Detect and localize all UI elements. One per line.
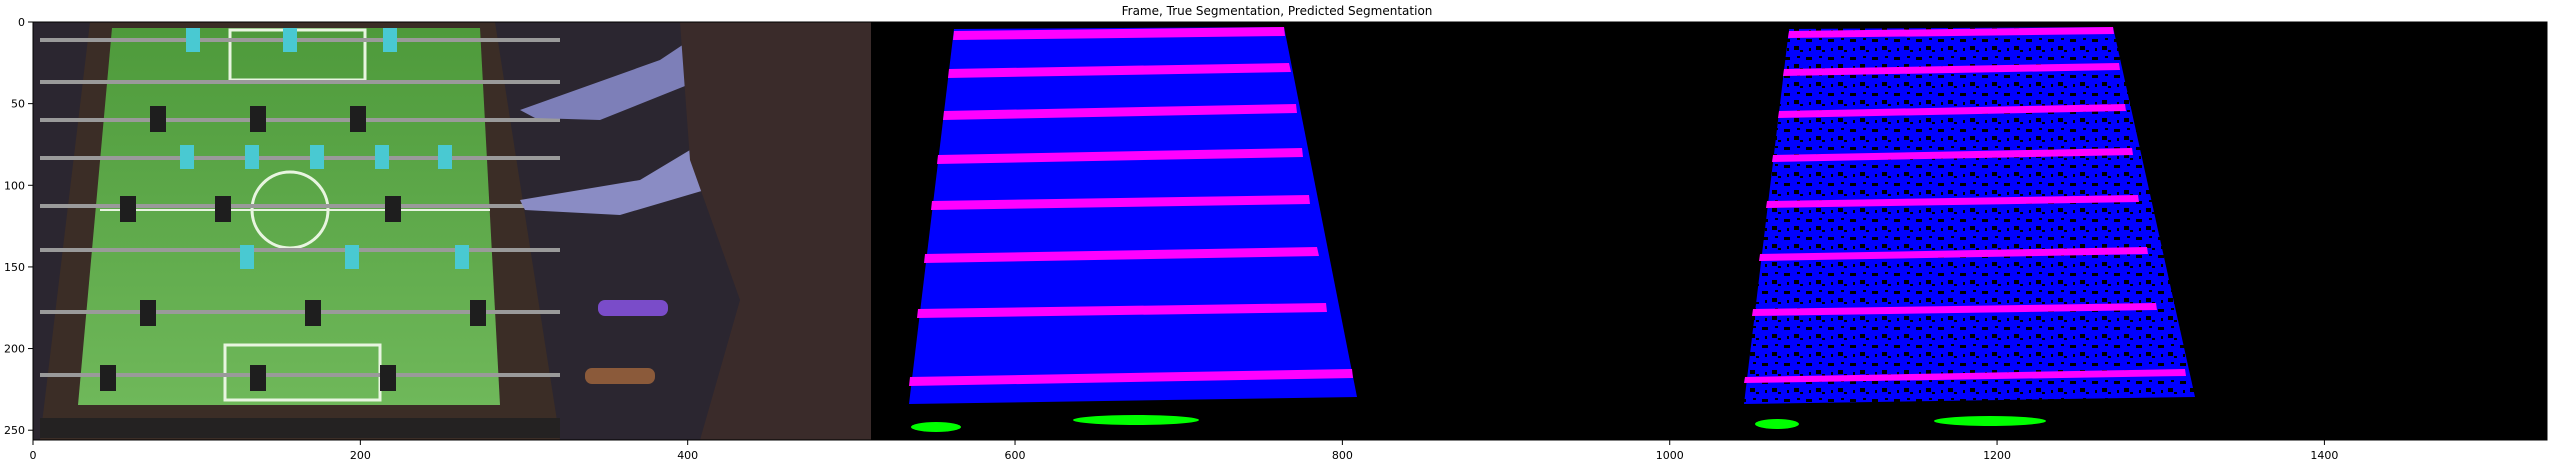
x-tick-label: 0 bbox=[30, 449, 37, 462]
x-tick-label: 400 bbox=[677, 449, 698, 462]
x-tick-label: 800 bbox=[1332, 449, 1353, 462]
x-tick-label: 200 bbox=[350, 449, 371, 462]
x-tick-label: 600 bbox=[1005, 449, 1026, 462]
x-tick-label: 1000 bbox=[1656, 449, 1684, 462]
x-tick-label: 1200 bbox=[1983, 449, 2011, 462]
figure-title: Frame, True Segmentation, Predicted Segm… bbox=[1121, 4, 1433, 18]
y-tick-label: 150 bbox=[4, 261, 25, 274]
y-tick-label: 100 bbox=[4, 179, 25, 192]
y-tick-label: 200 bbox=[4, 343, 25, 356]
frame-panel bbox=[33, 22, 871, 440]
true-segmentation-panel bbox=[871, 22, 1709, 440]
y-tick-label: 50 bbox=[11, 98, 25, 111]
predicted-segmentation-panel bbox=[1709, 22, 2547, 440]
x-axis: 0 200 400 600 800 1000 1200 1400 bbox=[30, 440, 2338, 462]
y-axis: 0 50 100 150 200 250 bbox=[4, 16, 33, 437]
x-tick-label: 1400 bbox=[2310, 449, 2338, 462]
axes-frame bbox=[32, 21, 2548, 441]
y-tick-label: 0 bbox=[18, 16, 25, 29]
y-tick-label: 250 bbox=[4, 424, 25, 437]
